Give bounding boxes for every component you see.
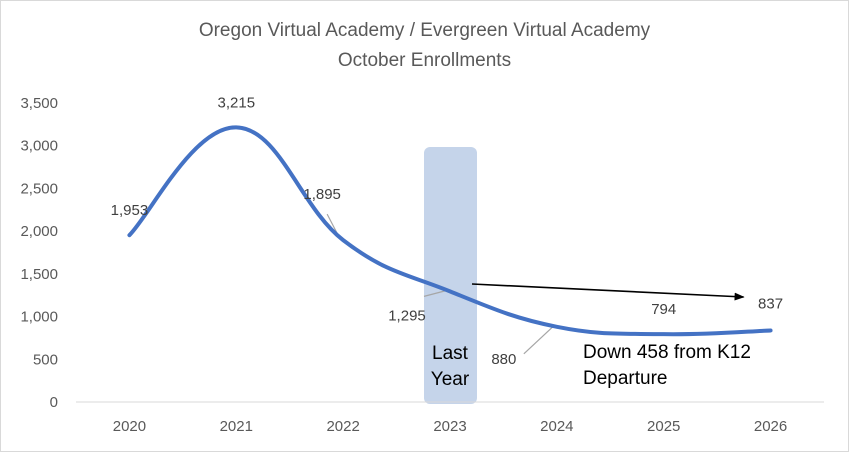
highlight-label-line-1: Last [432, 343, 469, 364]
highlight-label-line-2: Year [431, 369, 470, 390]
annotation-text-line-2: Departure [583, 368, 668, 389]
y-tick-label: 2,000 [20, 223, 58, 240]
y-tick-label: 3,000 [20, 138, 58, 155]
x-tick-label: 2021 [220, 418, 253, 435]
chart-title: Oregon Virtual Academy / Evergreen Virtu… [198, 20, 651, 41]
data-label-leader [523, 325, 555, 355]
y-tick-label: 500 [33, 351, 58, 368]
series-line-enrollments [127, 125, 773, 337]
data-label: 794 [651, 301, 676, 318]
data-label: 1,895 [303, 186, 341, 203]
chart-subtitle: October Enrollments [337, 50, 512, 71]
y-tick-label: 2,500 [20, 180, 58, 197]
x-tick-label: 2022 [326, 418, 359, 435]
y-tick-label: 1,000 [20, 309, 58, 326]
y-tick-label: 3,500 [20, 95, 58, 112]
x-tick-label: 2024 [540, 418, 573, 435]
x-tick-label: 2025 [647, 418, 680, 435]
data-label: 837 [758, 295, 783, 312]
data-label: 1,295 [388, 307, 426, 324]
y-tick-label: 0 [50, 394, 58, 411]
x-tick-label: 2023 [433, 418, 466, 435]
data-label: 880 [491, 351, 516, 368]
data-label: 1,953 [111, 202, 149, 219]
annotation-text-line-1: Down 458 from K12 [583, 342, 751, 363]
x-tick-label: 2026 [754, 418, 787, 435]
data-label-leader [423, 289, 448, 297]
data-label: 3,215 [218, 94, 256, 111]
highlight-band-2023 [424, 147, 477, 404]
annotation-arrow [471, 283, 745, 301]
y-tick-label: 1,500 [20, 266, 58, 283]
x-tick-label: 2020 [113, 418, 146, 435]
